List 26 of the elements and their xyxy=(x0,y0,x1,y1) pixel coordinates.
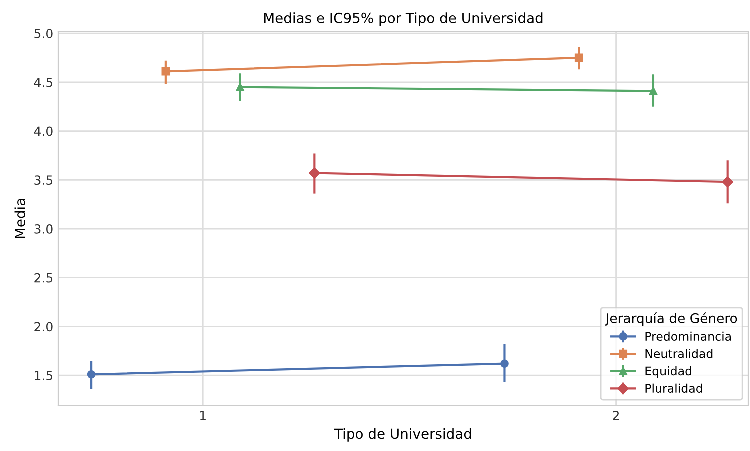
y-tick-label: 2.0 xyxy=(34,322,53,332)
legend-label: Neutralidad xyxy=(646,349,713,358)
y-tick-label: 4.0 xyxy=(34,126,53,136)
legend-label: Predominancia xyxy=(646,332,732,342)
x-tick-label: 1 xyxy=(200,411,206,420)
y-tick-label: 5.0 xyxy=(34,28,53,38)
y-tick-label: 1.5 xyxy=(35,371,53,381)
y-tick-label: 3.0 xyxy=(34,224,53,234)
point xyxy=(649,87,658,96)
point xyxy=(87,370,96,379)
point xyxy=(309,168,320,179)
point xyxy=(236,83,244,92)
point xyxy=(162,67,170,76)
y-axis-title: Media xyxy=(14,199,26,238)
point xyxy=(574,54,584,62)
point xyxy=(500,360,509,368)
y-tick-label: 4.5 xyxy=(34,78,53,88)
chart-title: Medias e IC95% por Tipo de Universidad xyxy=(264,12,543,26)
y-tick-label: 2.5 xyxy=(34,273,53,283)
point xyxy=(722,176,734,188)
y-tick-label: 3.5 xyxy=(34,176,53,186)
legend-title: Jerarquía de Género xyxy=(605,312,738,326)
x-tick-label: 2 xyxy=(613,410,620,420)
legend-label: Equidad xyxy=(646,366,692,378)
x-axis-title: Tipo de Universidad xyxy=(334,428,472,442)
legend-label: Pluralidad xyxy=(646,384,702,393)
